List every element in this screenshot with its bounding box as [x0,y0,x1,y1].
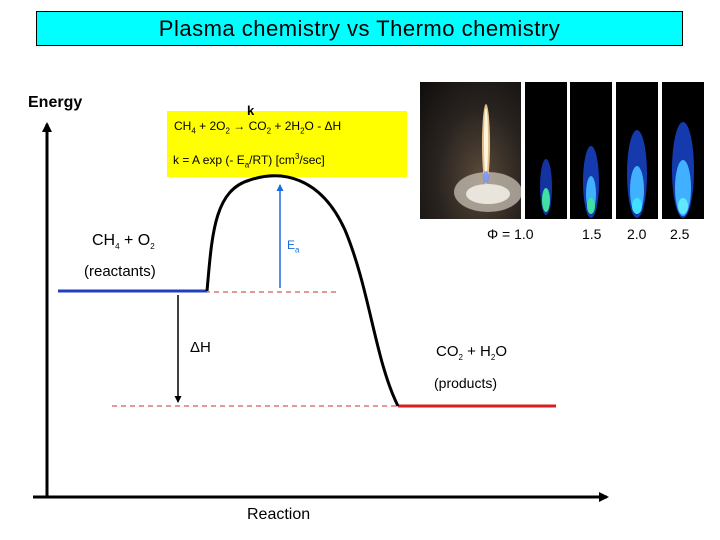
rate-equation: k = A exp (- Ea/RT) [cm3/sec] [173,152,325,170]
reaction-curve [205,174,400,407]
flame-strip-phi-1-5 [570,82,612,219]
reactants-formula: CH4 + O2 [92,232,155,252]
x-axis-label: Reaction [247,506,311,523]
activation-energy-label: Ea [287,238,300,255]
products-label: (products) [434,375,498,391]
flame-strip-phi-2-0 [616,82,658,219]
phi-label: Φ = 1.0 [487,226,534,242]
y-axis-label: Energy [28,94,83,111]
reaction-equation: CH4 + 2O2 → CO2 + 2H2O - ΔH [174,119,342,136]
phi-value-3: 2.0 [627,226,647,242]
phi-value-4: 2.5 [670,226,690,242]
products-formula: CO2 + H2O [436,343,508,362]
rate-constant-symbol: k [247,103,255,118]
equation-box: k CH4 + 2O2 → CO2 + 2H2O - ΔH k = A exp … [167,103,407,177]
reaction-arrow: → [229,119,249,133]
phi-value-2: 1.5 [582,226,602,242]
candle-flame-image [454,104,521,212]
enthalpy-label: ΔH [190,339,211,356]
reactants-label: (reactants) [84,263,156,280]
phi-value-1: 1.0 [514,226,534,242]
candle-flame-photo [420,82,521,219]
flame-strip-phi-1-0 [525,82,567,219]
equivalence-ratio-labels: Φ = 1.0 1.5 2.0 2.5 [487,226,712,246]
flame-strip-phi-2-5 [662,82,704,219]
page-title: Plasma chemistry vs Thermo chemistry [36,11,683,46]
title-text: Plasma chemistry vs Thermo chemistry [158,15,561,41]
